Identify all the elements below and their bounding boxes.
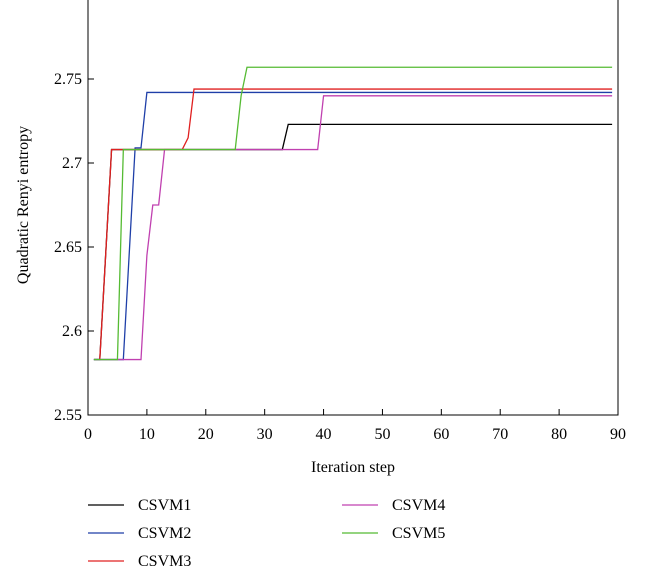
x-axis-label: Iteration step: [311, 459, 395, 476]
legend-label: CSVM1: [138, 497, 191, 514]
x-tick-label: 10: [139, 426, 155, 443]
plot-area: [87, 0, 619, 416]
x-tick-label: 80: [551, 426, 567, 443]
y-tick-label: 2.7: [62, 155, 82, 172]
y-tick-label: 2.6: [62, 323, 82, 340]
y-axis-label: Quadratic Renyi entropy: [15, 126, 32, 284]
legend-label: CSVM2: [138, 525, 191, 542]
legend-label: CSVM4: [392, 497, 445, 514]
x-tick-label: 20: [198, 426, 214, 443]
x-tick-label: 0: [84, 426, 92, 443]
x-tick-label: 30: [257, 426, 273, 443]
x-tick-label: 70: [492, 426, 508, 443]
x-tick-label: 40: [316, 426, 332, 443]
x-tick-label: 60: [433, 426, 449, 443]
legend-label: CSVM5: [392, 525, 445, 542]
y-tick-label: 2.55: [54, 407, 82, 424]
series-lines: [93, 66, 613, 361]
x-tick-label: 90: [610, 426, 626, 443]
series-line-csvm3: [99, 88, 613, 360]
series-line-csvm4: [93, 95, 613, 361]
legend-label: CSVM3: [138, 553, 191, 570]
x-tick-label: 50: [374, 426, 390, 443]
axis-ticks: 0 10 20 30 40 50 60 70 80 90 2.55 2.6 2.65 2.7 2.75: [54, 71, 626, 443]
y-tick-label: 2.75: [54, 71, 82, 88]
series-line-csvm5: [93, 66, 613, 361]
y-tick-label: 2.65: [54, 239, 82, 256]
legend: CSVM1 CSVM2 CSVM3 CSVM4 CSVM5: [88, 497, 445, 570]
